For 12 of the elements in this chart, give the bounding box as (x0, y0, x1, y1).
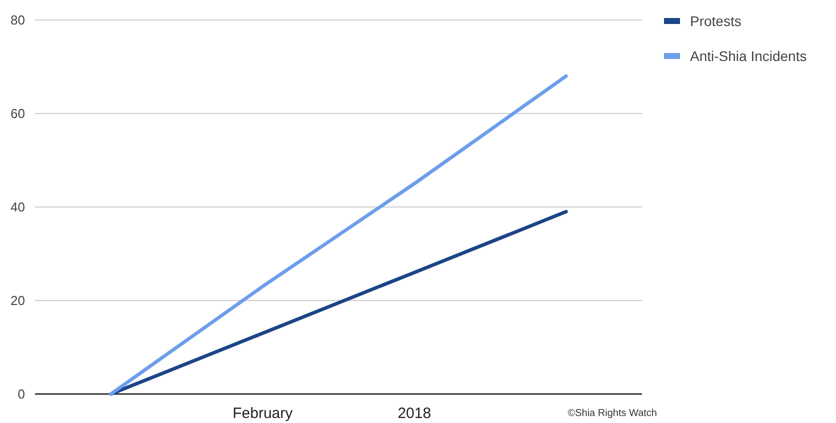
y-tick-label: 60 (10, 106, 25, 122)
legend-label: Anti-Shia Incidents (690, 48, 807, 64)
y-tick-label: 80 (10, 12, 25, 28)
y-tick-label: 20 (10, 293, 25, 308)
text: ©Shia Rights Watch (568, 408, 657, 419)
x-tick-label: February (232, 405, 294, 422)
y-tick-label: 40 (10, 200, 25, 215)
x-tick-label: 2018 (398, 405, 432, 422)
line-series (109, 210, 568, 396)
line-series (109, 74, 568, 396)
y-tick-label: 0 (18, 386, 25, 402)
legend-label: Protests (690, 12, 742, 29)
